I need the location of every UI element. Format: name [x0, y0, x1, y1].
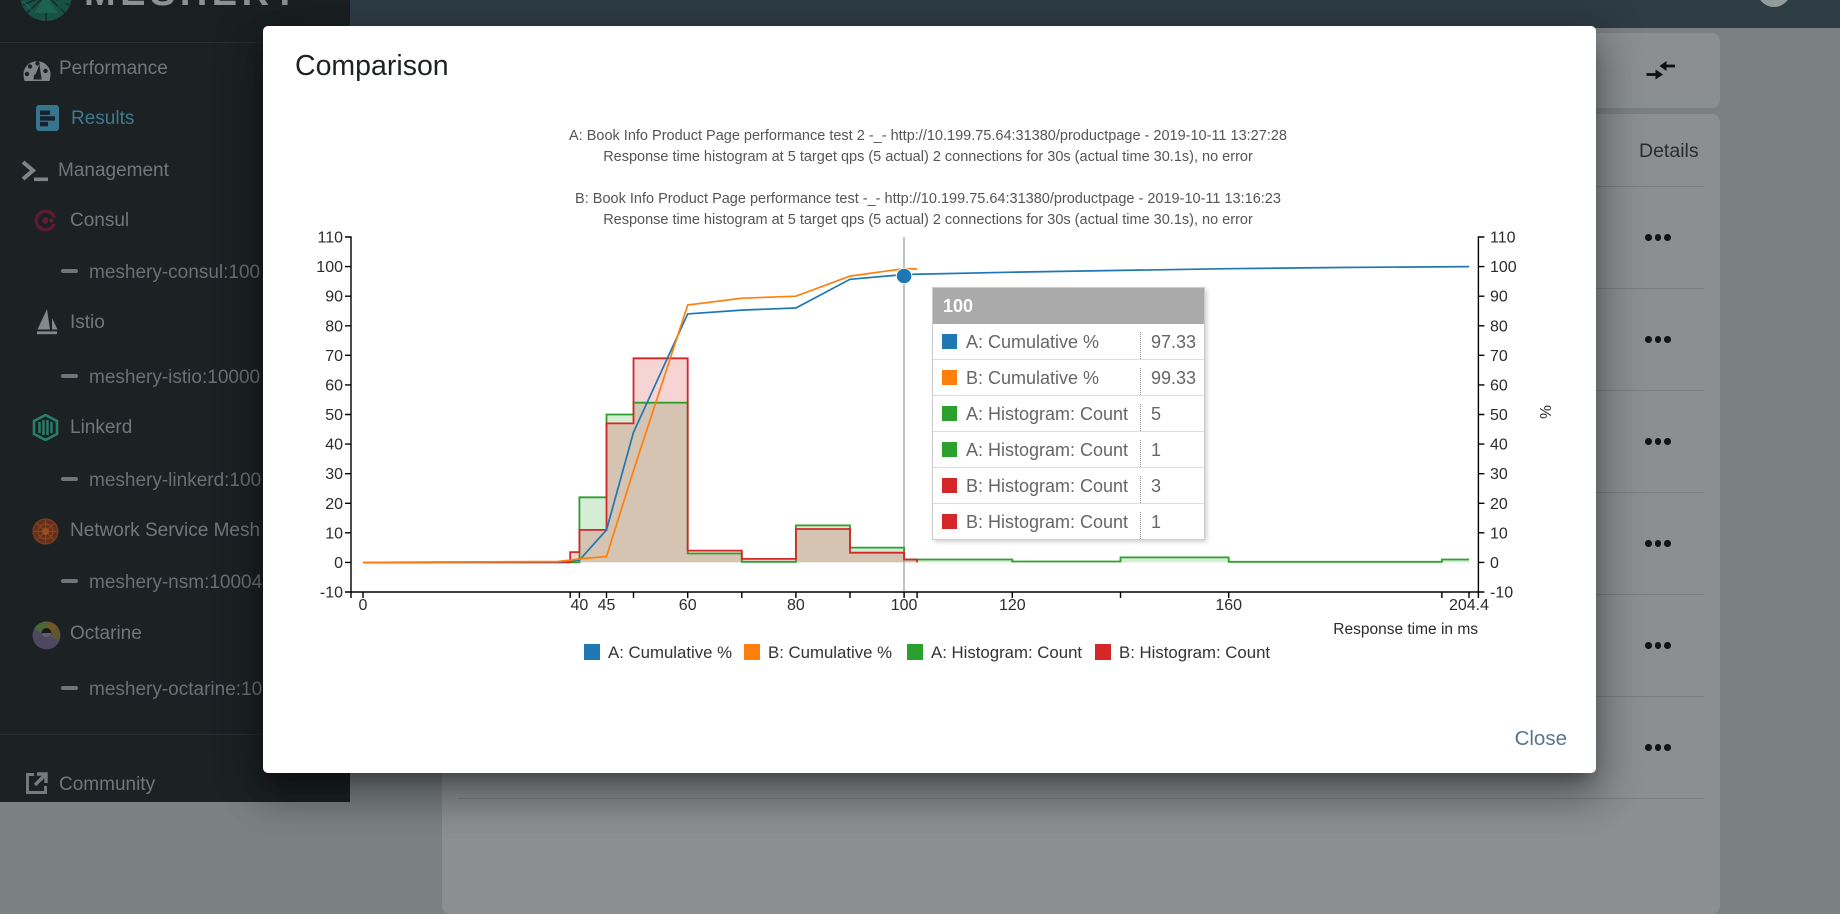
- svg-text:60: 60: [325, 377, 343, 394]
- svg-text:40: 40: [1490, 437, 1508, 454]
- svg-text:0: 0: [1490, 555, 1499, 572]
- svg-text:60: 60: [679, 597, 697, 614]
- svg-text:100: 100: [891, 597, 918, 614]
- svg-text:%: %: [1536, 405, 1553, 419]
- svg-text:120: 120: [999, 597, 1026, 614]
- svg-text:60: 60: [1490, 377, 1508, 394]
- svg-text:204.4: 204.4: [1449, 597, 1489, 614]
- svg-text:A: Book Info Product Page perf: A: Book Info Product Page performance te…: [569, 128, 1287, 144]
- svg-text:30: 30: [1490, 466, 1508, 483]
- svg-text:90: 90: [1490, 289, 1508, 306]
- svg-text:80: 80: [787, 597, 805, 614]
- svg-text:70: 70: [1490, 348, 1508, 365]
- svg-text:10: 10: [1490, 525, 1508, 542]
- svg-text:45: 45: [598, 597, 616, 614]
- svg-text:10: 10: [325, 525, 343, 542]
- svg-text:0: 0: [359, 597, 368, 614]
- svg-text:110: 110: [1490, 230, 1516, 247]
- svg-text:B: Cumulative %: B: Cumulative %: [768, 643, 892, 662]
- svg-text:A: Cumulative %: A: Cumulative %: [608, 643, 732, 662]
- svg-text:30: 30: [325, 466, 343, 483]
- svg-text:40: 40: [571, 597, 589, 614]
- svg-text:80: 80: [1490, 318, 1508, 335]
- svg-text:Response time histogram at 5 t: Response time histogram at 5 target qps …: [603, 149, 1253, 165]
- svg-text:20: 20: [325, 496, 343, 513]
- svg-text:50: 50: [325, 407, 343, 424]
- svg-text:20: 20: [1490, 496, 1508, 513]
- svg-text:-10: -10: [1490, 585, 1513, 602]
- svg-text:Response time in ms: Response time in ms: [1333, 621, 1478, 638]
- svg-text:80: 80: [325, 318, 343, 335]
- svg-text:Response time histogram at 5 t: Response time histogram at 5 target qps …: [603, 212, 1253, 228]
- svg-text:0: 0: [334, 555, 343, 572]
- svg-text:100: 100: [316, 259, 343, 276]
- svg-text:50: 50: [1490, 407, 1508, 424]
- svg-text:-10: -10: [320, 585, 343, 602]
- svg-text:110: 110: [317, 230, 343, 247]
- svg-text:B: Histogram: Count: B: Histogram: Count: [1119, 643, 1270, 662]
- svg-text:A: Histogram: Count: A: Histogram: Count: [931, 643, 1082, 662]
- svg-text:160: 160: [1215, 597, 1242, 614]
- svg-text:40: 40: [325, 437, 343, 454]
- svg-text:70: 70: [325, 348, 343, 365]
- svg-text:100: 100: [1490, 259, 1517, 276]
- svg-text:90: 90: [325, 289, 343, 306]
- svg-text:B: Book Info Product Page perf: B: Book Info Product Page performance te…: [575, 191, 1281, 207]
